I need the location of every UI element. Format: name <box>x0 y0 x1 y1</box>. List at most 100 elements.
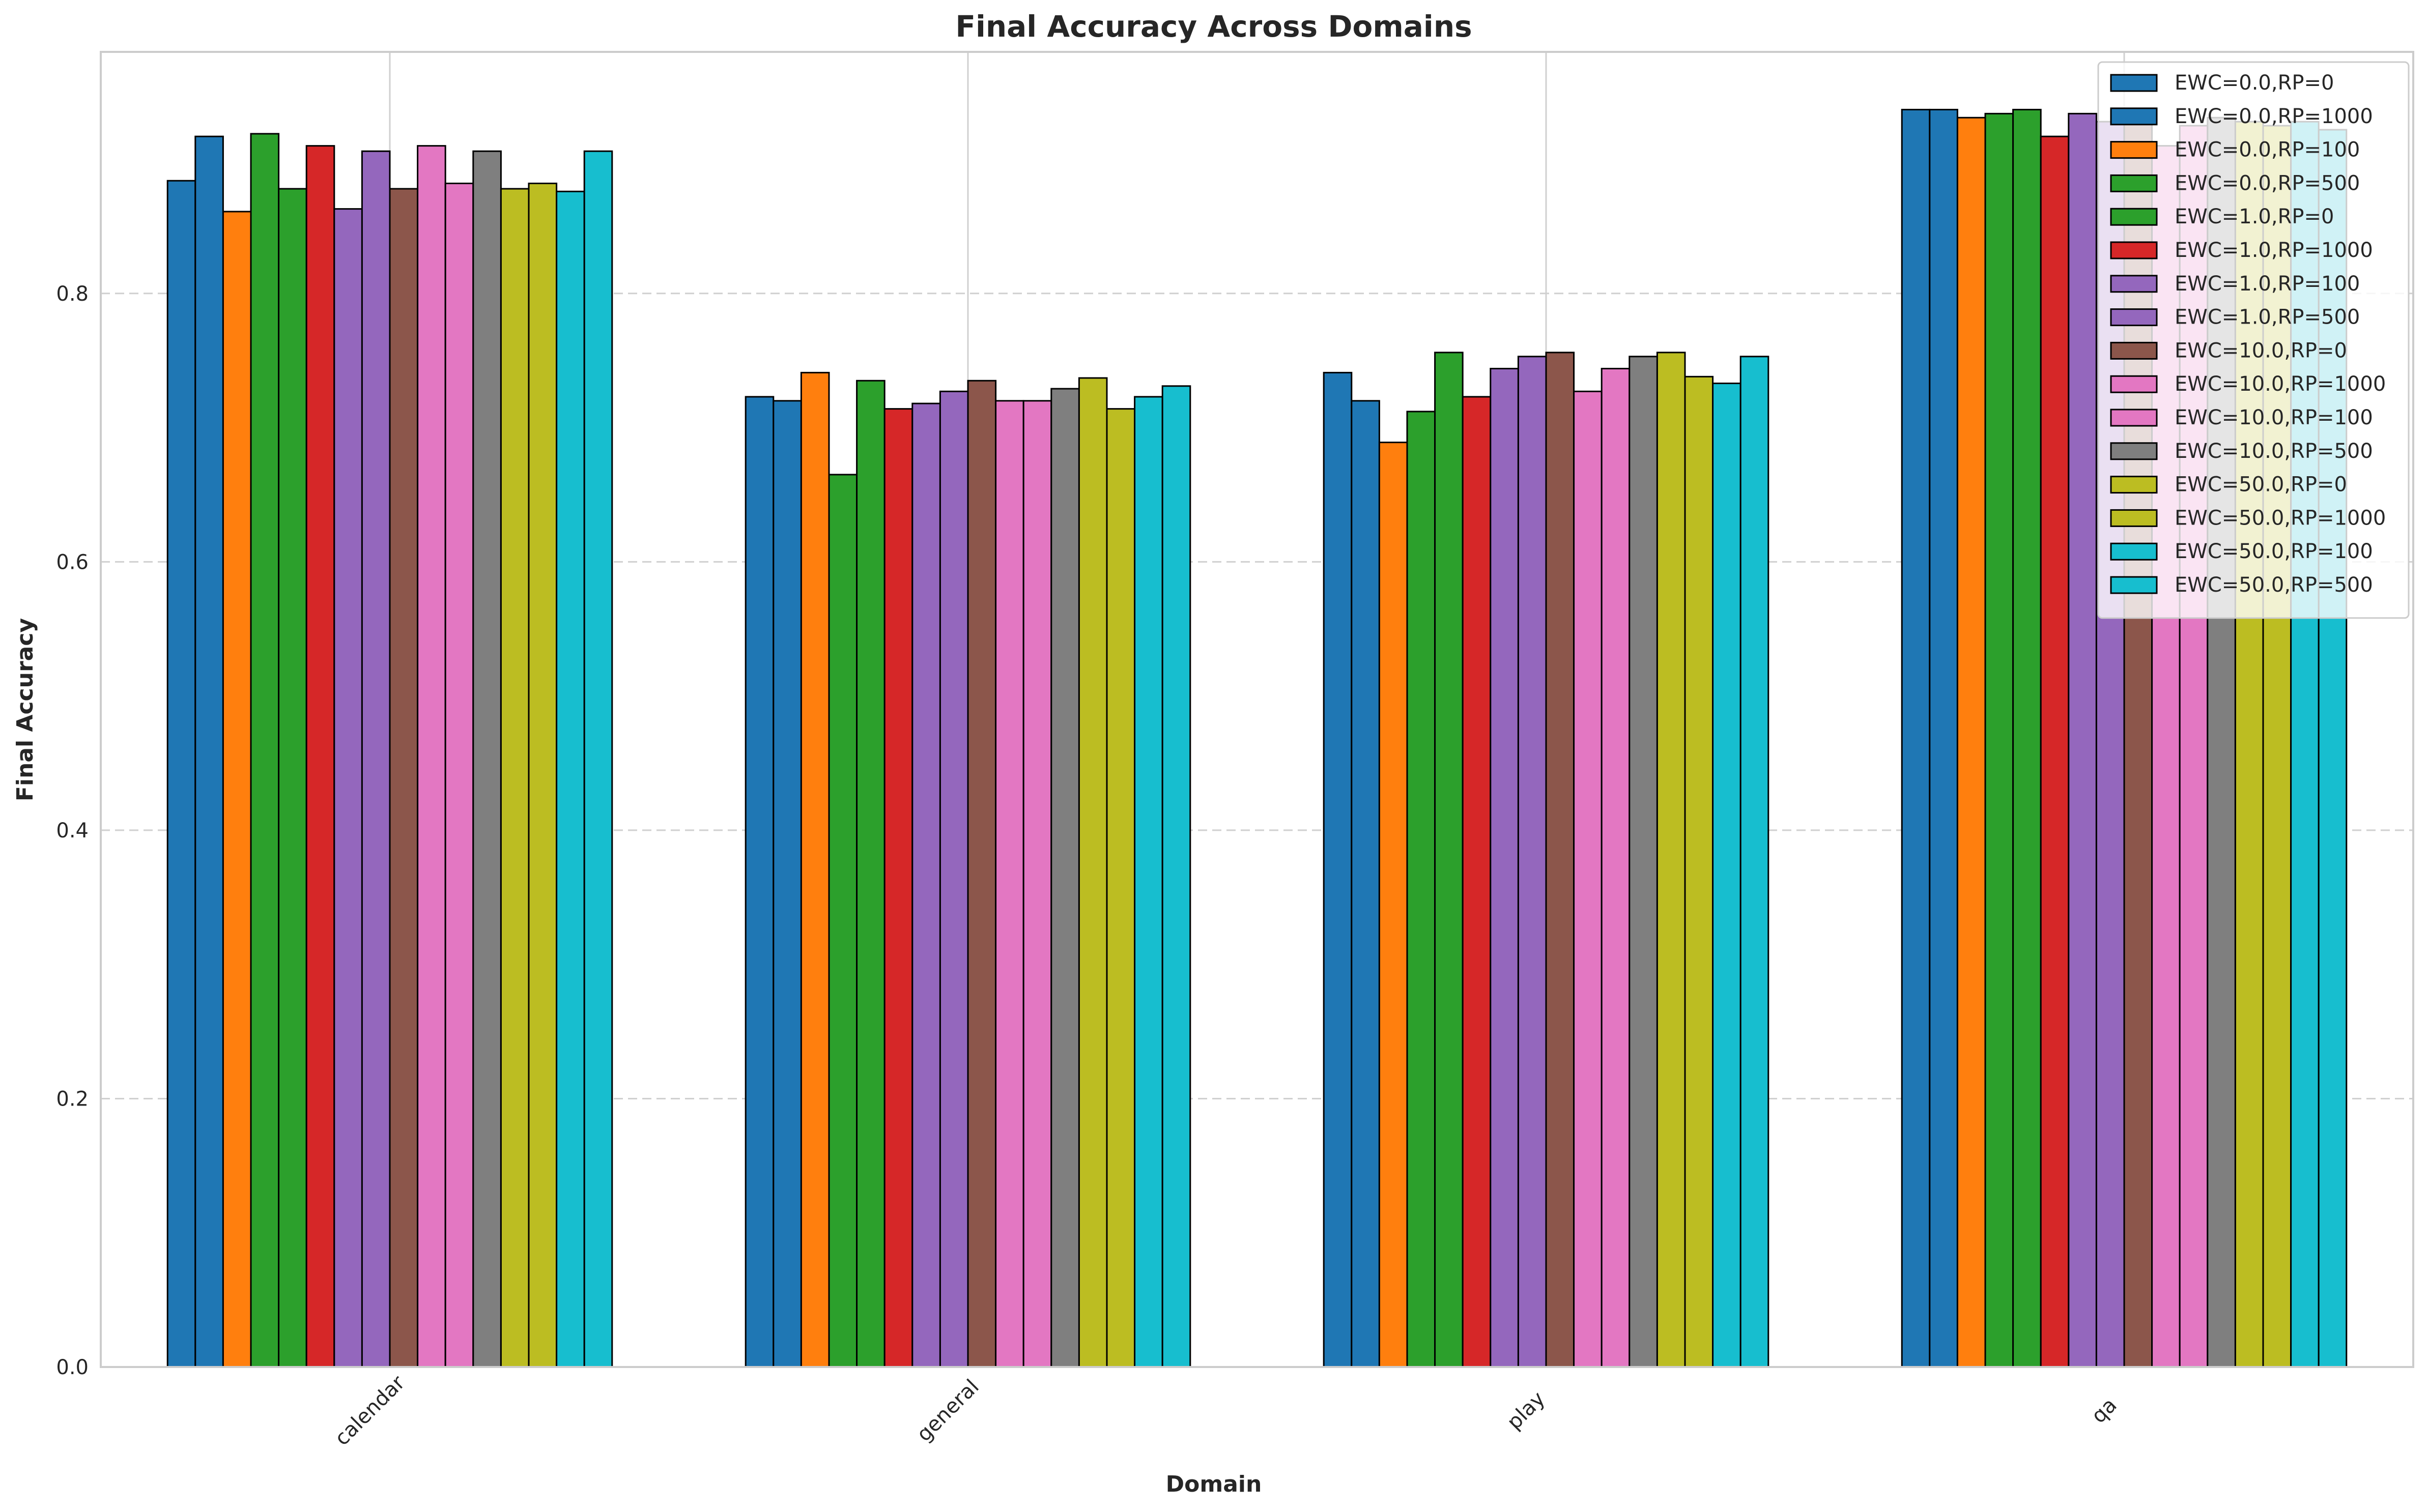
bar <box>1984 112 2014 1368</box>
bar <box>1106 408 1136 1368</box>
legend-swatch <box>2110 141 2158 159</box>
legend-swatch <box>2110 476 2158 494</box>
bars <box>166 108 2348 1368</box>
bar <box>528 183 558 1368</box>
x-tick-label: qa <box>2087 1393 2122 1428</box>
bar <box>250 133 280 1368</box>
bar <box>1684 375 1714 1368</box>
x-tick-label: general <box>912 1375 984 1446</box>
bar <box>1901 108 1931 1368</box>
legend-label: EWC=50.0,RP=500 <box>2175 573 2373 597</box>
legend-swatch <box>2110 107 2158 126</box>
bar <box>1050 388 1080 1368</box>
bar <box>1656 352 1686 1368</box>
bar <box>2068 112 2097 1368</box>
y-tick-label: 0.8 <box>56 282 89 306</box>
legend-swatch <box>2110 509 2158 527</box>
legend-label: EWC=10.0,RP=1000 <box>2175 372 2386 396</box>
legend-swatch <box>2110 576 2158 594</box>
plot-frame <box>100 51 2414 1368</box>
bar <box>361 150 391 1368</box>
y-axis-ticks: 0.0 0.2 0.4 0.6 0.8 <box>56 282 89 1379</box>
legend-label: EWC=1.0,RP=100 <box>2175 272 2360 296</box>
legend-swatch <box>2110 208 2158 226</box>
bar <box>444 183 474 1368</box>
x-axis-ticks: calendar general play qa <box>330 1371 2122 1450</box>
bar <box>1629 356 1658 1368</box>
bar <box>800 371 830 1368</box>
x-axis-label: Domain <box>1166 1471 1262 1497</box>
legend-swatch <box>2110 341 2158 360</box>
bar <box>333 208 363 1368</box>
bar <box>1956 117 1986 1368</box>
bar <box>1573 390 1603 1368</box>
bar <box>2012 108 2042 1368</box>
bar <box>1161 385 1191 1368</box>
legend: EWC=0.0,RP=0 EWC=0.0,RP=1000 EWC=0.0,RP=10… <box>2097 61 2410 619</box>
legend-label: EWC=50.0,RP=100 <box>2175 540 2373 563</box>
bar <box>1929 108 1958 1368</box>
bar <box>556 190 585 1368</box>
legend-box <box>2097 61 2410 619</box>
legend-label: EWC=10.0,RP=100 <box>2175 406 2373 429</box>
bar <box>222 211 252 1368</box>
bar <box>1022 400 1052 1368</box>
bar <box>1462 396 1492 1368</box>
y-axis-label: Final Accuracy <box>12 618 38 801</box>
legend-label: EWC=1.0,RP=1000 <box>2175 239 2373 262</box>
bar <box>1490 368 1519 1368</box>
bar <box>1378 442 1408 1368</box>
chart-title: Final Accuracy Across Domains <box>955 9 1472 44</box>
bar <box>1739 356 1769 1368</box>
legend-label: EWC=0.0,RP=1000 <box>2175 105 2373 128</box>
legend-swatch <box>2110 174 2158 192</box>
x-tick-label: calendar <box>330 1371 410 1450</box>
bar <box>1712 383 1741 1368</box>
bar <box>583 150 613 1368</box>
bar <box>828 474 858 1368</box>
legend-label: EWC=10.0,RP=500 <box>2175 440 2373 463</box>
legend-label: EWC=1.0,RP=0 <box>2175 205 2334 228</box>
bar <box>1601 368 1631 1368</box>
legend-label: EWC=50.0,RP=1000 <box>2175 506 2386 530</box>
bar <box>995 400 1024 1368</box>
y-tick-label: 0.0 <box>56 1356 89 1379</box>
bar <box>939 390 969 1368</box>
legend-swatch <box>2110 375 2158 393</box>
bar <box>472 150 502 1368</box>
bar <box>1323 371 1353 1368</box>
bar <box>1545 352 1575 1368</box>
legend-label: EWC=0.0,RP=500 <box>2175 171 2360 195</box>
legend-swatch <box>2110 542 2158 561</box>
legend-swatch <box>2110 74 2158 92</box>
bar <box>1351 400 1380 1368</box>
legend-label: EWC=1.0,RP=500 <box>2175 306 2360 329</box>
legend-swatch <box>2110 241 2158 259</box>
legend-label: EWC=0.0,RP=0 <box>2175 71 2334 95</box>
legend-swatch <box>2110 275 2158 293</box>
bar <box>500 188 530 1368</box>
bar <box>1434 352 1464 1368</box>
bar <box>2040 135 2070 1368</box>
bar <box>1134 396 1163 1368</box>
bar <box>305 145 335 1368</box>
bar <box>967 380 997 1368</box>
bar <box>194 135 224 1368</box>
y-tick-label: 0.2 <box>56 1087 89 1111</box>
legend-swatch <box>2110 409 2158 427</box>
bar <box>278 188 307 1368</box>
bar <box>745 396 775 1368</box>
bar <box>1406 411 1436 1368</box>
bar <box>856 380 885 1368</box>
x-tick-label: play <box>1503 1387 1550 1434</box>
legend-swatch <box>2110 442 2158 460</box>
legend-label: EWC=50.0,RP=0 <box>2175 473 2347 497</box>
bar <box>417 145 446 1368</box>
bar <box>1078 377 1108 1368</box>
legend-label: EWC=10.0,RP=0 <box>2175 339 2347 362</box>
legend-label: EWC=0.0,RP=100 <box>2175 138 2360 162</box>
bar <box>883 408 913 1368</box>
y-tick-label: 0.4 <box>56 819 89 842</box>
bar <box>166 180 196 1368</box>
